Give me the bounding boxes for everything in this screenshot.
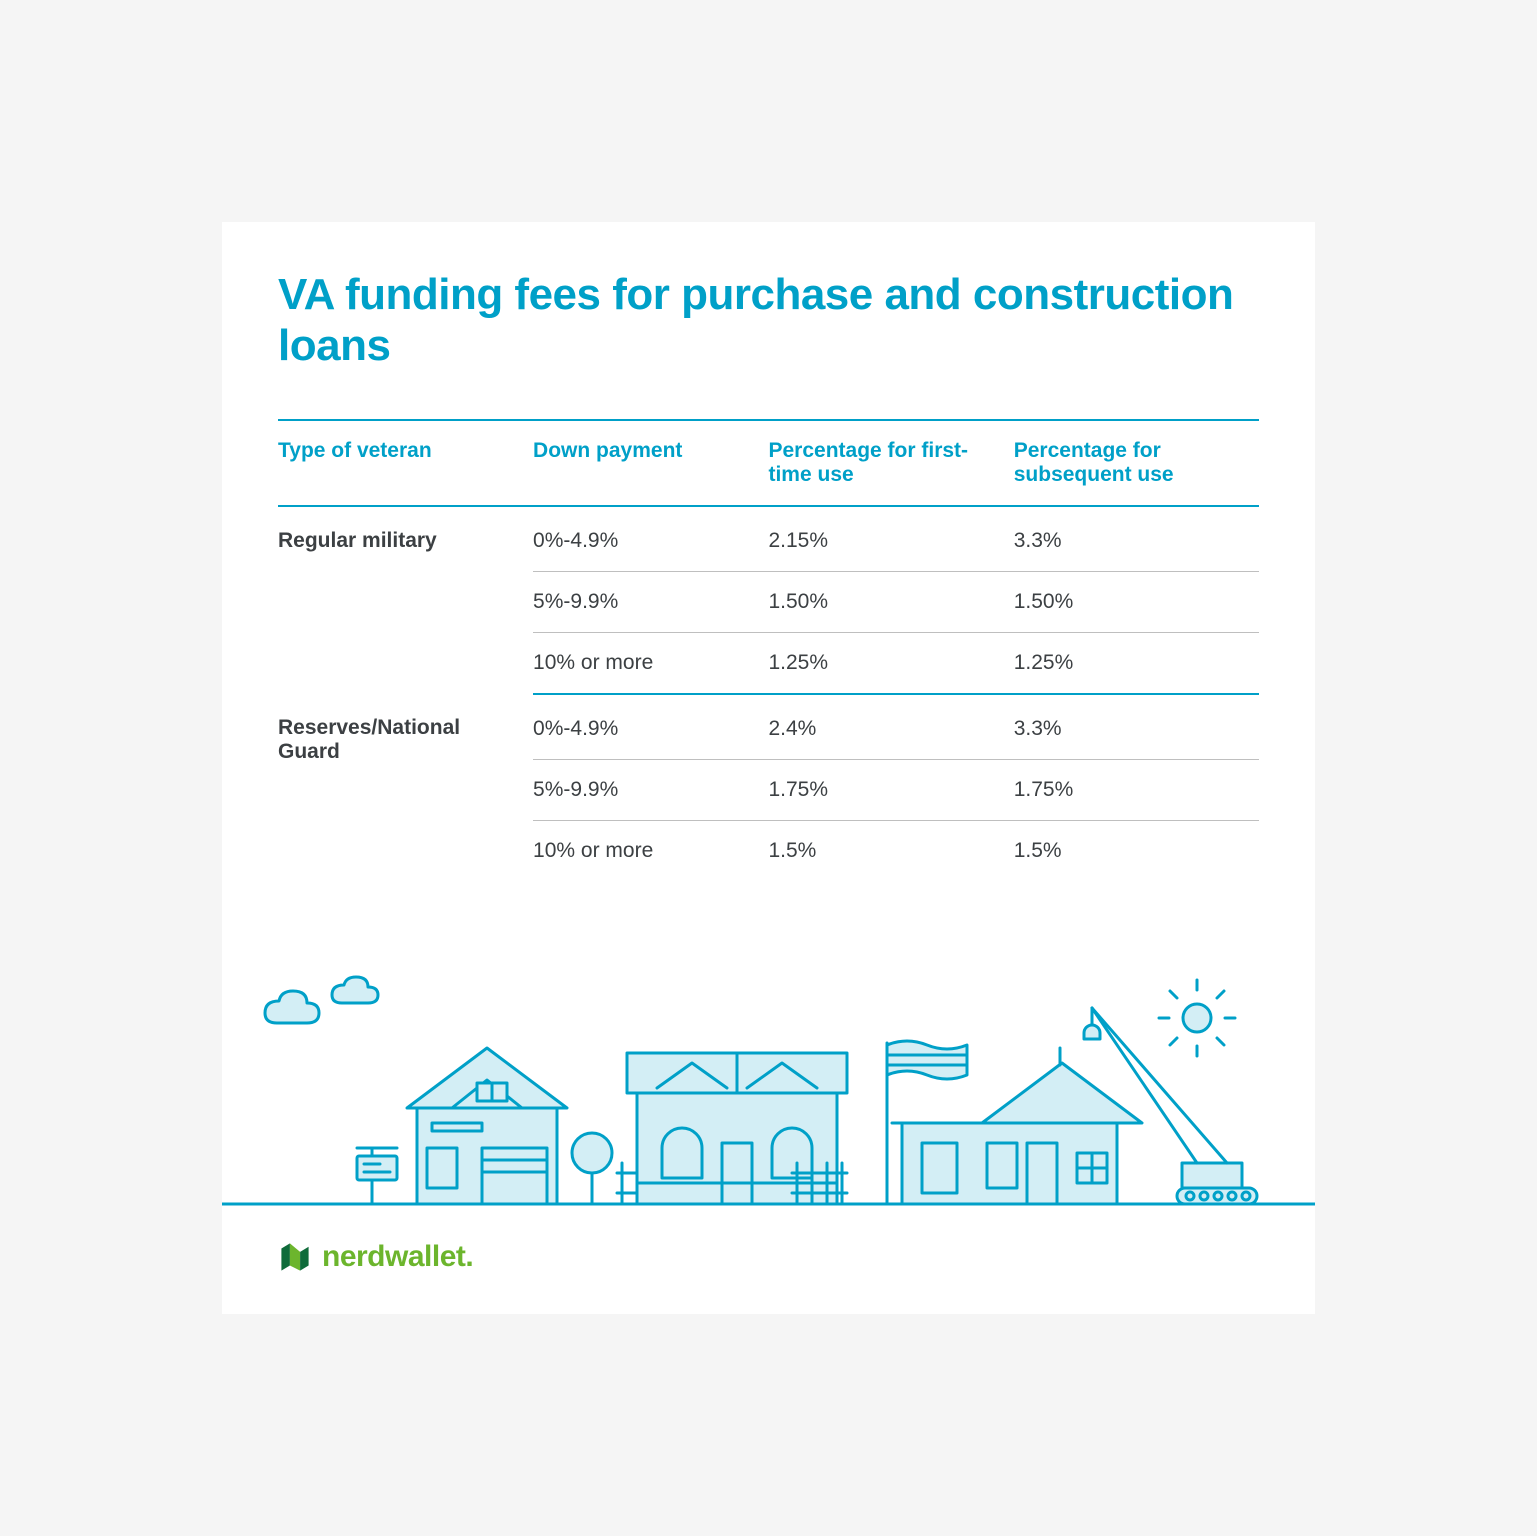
nerdwallet-logo-icon bbox=[278, 1240, 312, 1274]
table-header-row: Type of veteran Down payment Percentage … bbox=[278, 420, 1259, 506]
cell-down-payment: 10% or more bbox=[533, 821, 768, 882]
cell-subsequent: 1.5% bbox=[1014, 821, 1259, 882]
fees-table: Type of veteran Down payment Percentage … bbox=[278, 419, 1259, 881]
cell-first-use: 2.15% bbox=[768, 506, 1013, 572]
table-row: Regular military0%-4.9%2.15%3.3% bbox=[278, 506, 1259, 572]
page-title: VA funding fees for purchase and constru… bbox=[278, 270, 1259, 371]
cell-subsequent: 1.75% bbox=[1014, 760, 1259, 821]
cell-down-payment: 5%-9.9% bbox=[533, 572, 768, 633]
cell-subsequent: 3.3% bbox=[1014, 506, 1259, 572]
group-label: Reserves/National Guard bbox=[278, 694, 533, 881]
cell-first-use: 1.5% bbox=[768, 821, 1013, 882]
group-label: Regular military bbox=[278, 506, 533, 694]
houses-illustration bbox=[222, 948, 1315, 1208]
cell-down-payment: 5%-9.9% bbox=[533, 760, 768, 821]
col-header-down-payment: Down payment bbox=[533, 420, 768, 506]
brand-name: nerdwallet. bbox=[322, 1240, 473, 1274]
infographic-card: VA funding fees for purchase and constru… bbox=[222, 222, 1315, 1314]
cell-first-use: 1.50% bbox=[768, 572, 1013, 633]
cell-first-use: 1.25% bbox=[768, 633, 1013, 695]
cell-subsequent: 1.25% bbox=[1014, 633, 1259, 695]
table-body: Regular military0%-4.9%2.15%3.3%5%-9.9%1… bbox=[278, 506, 1259, 881]
col-header-subsequent: Percentage for subsequent use bbox=[1014, 420, 1259, 506]
table-row: Reserves/National Guard0%-4.9%2.4%3.3% bbox=[278, 694, 1259, 760]
col-header-first-use: Percentage for first-time use bbox=[768, 420, 1013, 506]
cell-down-payment: 10% or more bbox=[533, 633, 768, 695]
cell-down-payment: 0%-4.9% bbox=[533, 506, 768, 572]
illustration-region bbox=[278, 941, 1259, 1208]
cell-first-use: 2.4% bbox=[768, 694, 1013, 760]
cell-subsequent: 3.3% bbox=[1014, 694, 1259, 760]
cell-subsequent: 1.50% bbox=[1014, 572, 1259, 633]
cell-first-use: 1.75% bbox=[768, 760, 1013, 821]
brand-lockup: nerdwallet. bbox=[278, 1240, 1259, 1274]
cell-down-payment: 0%-4.9% bbox=[533, 694, 768, 760]
col-header-type: Type of veteran bbox=[278, 420, 533, 506]
